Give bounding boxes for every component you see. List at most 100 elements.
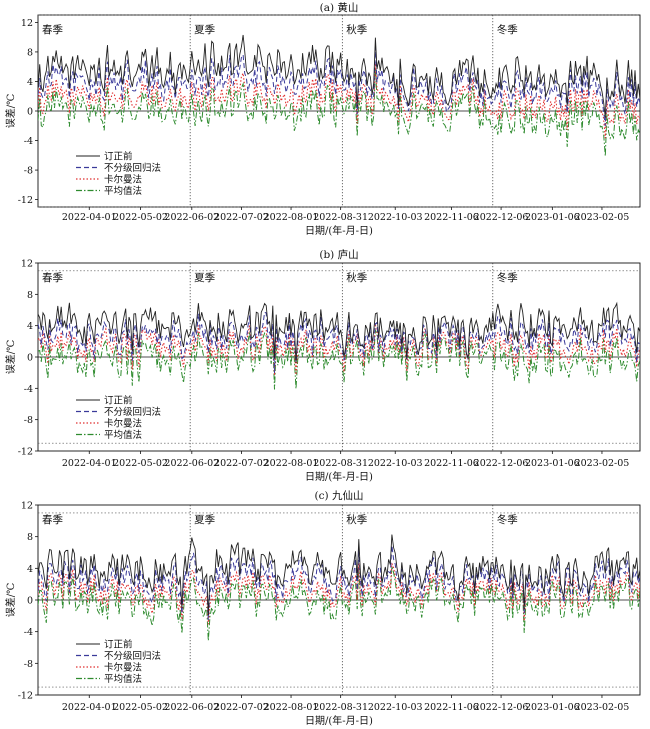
legend-label: 不分级回归法 [104,406,161,418]
season-label: 春季 [42,272,63,284]
y-tick-label: -12 [18,691,33,702]
y-tick-label: -12 [18,447,33,458]
y-tick-label: 12 [21,501,33,512]
x-tick-label: 2023-01-06 [525,458,580,469]
x-tick-label: 2022-10-03 [368,212,423,223]
y-tick-label: 8 [27,47,33,58]
legend-label: 平均值法 [104,673,142,685]
x-tick-label: 2023-02-05 [575,212,630,223]
series-line [38,311,640,373]
season-label: 夏季 [194,272,215,284]
series-line [38,566,640,641]
x-axis-label: 日期/(年-月-日) [305,714,373,727]
y-tick-label: 0 [27,107,33,118]
y-tick-label: 4 [27,564,33,575]
legend-label: 平均值法 [104,429,142,441]
x-axis-label: 日期/(年-月-日) [305,470,373,483]
legend-label: 卡尔曼法 [104,418,142,430]
y-tick-label: 0 [27,353,33,364]
series-line [38,534,640,616]
legend-label: 订正前 [104,639,133,651]
season-label: 夏季 [194,514,215,526]
x-tick-label: 2022-10-03 [368,458,423,469]
panel-title: (a) 黄山 [320,1,359,14]
x-tick-label: 2022-07-02 [214,702,269,713]
legend-label: 不分级回归法 [104,650,161,662]
y-tick-label: 12 [21,259,33,270]
x-tick-label: 2022-05-02 [113,458,168,469]
series-line [38,68,640,157]
x-tick-label: 2023-02-05 [575,702,630,713]
x-tick-label: 2022-08-01 [264,212,319,223]
series-line [38,328,640,390]
x-tick-label: 2022-07-02 [214,458,269,469]
x-tick-label: 2022-08-31 [313,702,368,713]
legend-label: 不分级回归法 [104,162,161,174]
x-tick-label: 2022-08-31 [313,212,368,223]
y-tick-label: 4 [27,321,33,332]
legend-label: 平均值法 [104,185,142,197]
x-tick-label: 2022-04-01 [62,212,117,223]
series-line [38,323,640,376]
season-label: 冬季 [497,271,518,284]
series-line [38,301,640,363]
legend-label: 订正前 [104,151,133,163]
x-tick-label: 2022-12-06 [474,212,529,223]
season-label: 春季 [42,24,63,36]
y-tick-label: 8 [27,532,33,543]
y-tick-label: -4 [24,384,33,395]
season-label: 秋季 [346,513,367,526]
x-tick-label: 2023-01-06 [525,212,580,223]
x-tick-label: 2022-06-02 [164,212,219,223]
x-tick-label: 2022-12-06 [474,458,529,469]
x-tick-label: 2022-04-01 [62,702,117,713]
x-tick-label: 2022-08-31 [313,458,368,469]
legend-label: 卡尔曼法 [104,662,142,674]
series-line [38,63,640,139]
y-axis-label: 误差/℃ [4,583,17,618]
x-tick-label: 2022-11-06 [424,458,479,469]
x-tick-label: 2022-10-03 [368,702,423,713]
y-tick-label: -4 [24,136,33,147]
season-label: 冬季 [497,23,518,36]
series-line [38,545,640,620]
x-tick-label: 2022-12-06 [474,702,529,713]
y-axis-label: 误差/℃ [4,340,17,375]
panel-title: (b) 庐山 [319,248,358,261]
x-tick-label: 2022-11-06 [424,212,479,223]
y-tick-label: 4 [27,77,33,88]
y-tick-label: 12 [21,18,33,29]
x-tick-label: 2023-02-05 [575,458,630,469]
x-tick-label: 2022-04-01 [62,458,117,469]
y-tick-label: -8 [24,166,33,177]
x-tick-label: 2022-06-02 [164,458,219,469]
x-tick-label: 2022-08-01 [264,702,319,713]
y-tick-label: 8 [27,290,33,301]
legend-label: 卡尔曼法 [104,174,142,186]
x-tick-label: 2022-07-02 [214,212,269,223]
x-tick-label: 2022-05-02 [113,702,168,713]
season-label: 春季 [42,514,63,526]
season-label: 夏季 [194,24,215,36]
x-axis-label: 日期/(年-月-日) [305,224,373,237]
x-tick-label: 2023-01-06 [525,702,580,713]
x-tick-label: 2022-11-06 [424,702,479,713]
x-tick-label: 2022-06-02 [164,702,219,713]
y-axis-label: 误差/℃ [4,94,17,129]
y-tick-label: 0 [27,596,33,607]
panel-title: (c) 九仙山 [315,489,364,502]
season-label: 秋季 [346,23,367,36]
series-line [38,34,640,118]
y-tick-label: -8 [24,415,33,426]
y-tick-label: -12 [18,195,33,206]
x-tick-label: 2022-05-02 [113,212,168,223]
y-tick-label: -8 [24,659,33,670]
series-line [38,47,640,127]
legend-label: 订正前 [104,395,133,407]
y-tick-label: -4 [24,627,33,638]
season-label: 冬季 [497,513,518,526]
